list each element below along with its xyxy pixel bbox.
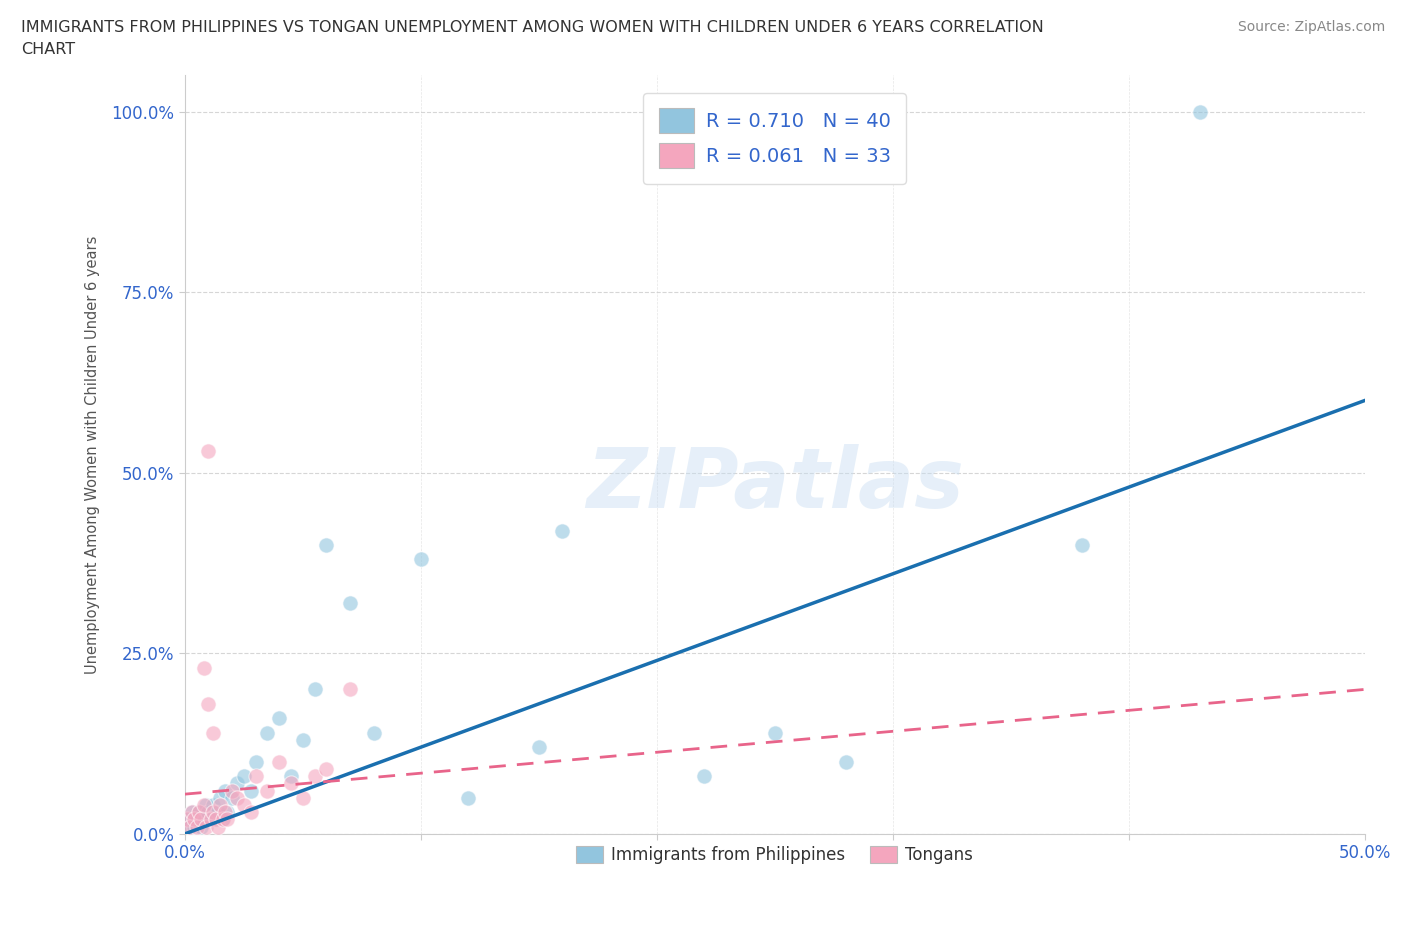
Point [291,733,314,748]
Point [195,819,218,834]
Point [256,783,278,798]
Point [339,682,361,697]
Point [551,523,574,538]
Point [176,812,198,827]
Point [256,725,278,740]
Point [211,812,233,827]
Point [280,768,302,783]
Text: Source: ZipAtlas.com: Source: ZipAtlas.com [1237,20,1385,34]
Point [315,762,337,777]
Point [197,444,219,458]
Point [221,783,243,798]
Point [186,812,208,827]
Point [693,768,716,783]
Point [179,819,201,834]
Point [190,819,212,834]
Point [176,812,198,827]
Point [190,812,212,827]
Point [217,804,239,819]
Point [245,754,267,769]
Text: ZIPatlas: ZIPatlas [586,445,963,525]
Legend: Immigrants from Philippines, Tongans: Immigrants from Philippines, Tongans [569,840,980,871]
Point [363,725,385,740]
Point [232,768,254,783]
Point [188,804,211,819]
Point [200,812,222,827]
Point [183,819,205,834]
Point [239,804,262,819]
Point [291,790,314,805]
Point [457,790,479,805]
Point [225,776,247,790]
Point [209,790,232,805]
Point [315,538,337,552]
Point [197,697,219,711]
Point [221,790,243,805]
Point [232,798,254,813]
Point [214,804,236,819]
Point [339,595,361,610]
Point [211,812,233,827]
Point [202,725,225,740]
Point [193,660,215,675]
Point [188,804,211,819]
Point [225,790,247,805]
Point [207,819,229,834]
Point [193,798,215,813]
Point [202,804,225,819]
Point [304,682,326,697]
Point [1188,104,1211,119]
Point [179,819,201,834]
Text: CHART: CHART [21,42,75,57]
Point [204,812,226,827]
Point [245,768,267,783]
Point [763,725,786,740]
Point [204,812,226,827]
Point [195,798,218,813]
Point [1070,538,1092,552]
Point [197,804,219,819]
Point [200,812,222,827]
Y-axis label: Unemployment Among Women with Children Under 6 years: Unemployment Among Women with Children U… [86,235,100,674]
Point [239,783,262,798]
Point [304,768,326,783]
Point [207,804,229,819]
Point [186,819,208,834]
Point [180,804,202,819]
Point [209,798,232,813]
Point [280,776,302,790]
Point [409,551,432,566]
Text: IMMIGRANTS FROM PHILIPPINES VS TONGAN UNEMPLOYMENT AMONG WOMEN WITH CHILDREN UND: IMMIGRANTS FROM PHILIPPINES VS TONGAN UN… [21,20,1043,35]
Point [834,754,856,769]
Point [527,739,550,754]
Point [217,812,239,827]
Point [269,754,291,769]
Point [193,812,215,827]
Point [202,798,225,813]
Point [180,804,202,819]
Point [214,783,236,798]
Point [183,812,205,827]
Point [269,711,291,725]
